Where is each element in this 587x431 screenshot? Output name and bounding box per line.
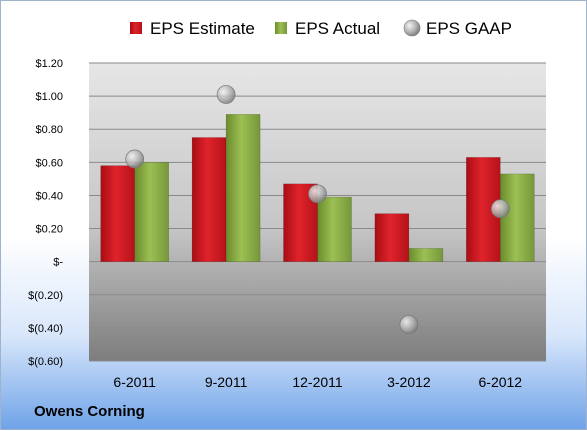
bars [100,114,535,262]
legend-label: EPS Estimate [150,19,255,38]
legend: EPS Estimate EPS Actual EPS GAAP [130,19,512,38]
company-name: Owens Corning [34,403,145,420]
eps-gaap-marker [399,315,419,334]
eps-actual-bar [134,162,169,262]
y-tick-label: $(0.20) [28,290,63,302]
y-tick-label: $- [53,257,63,269]
eps-estimate-bar [100,165,135,262]
y-tick-label: $1.00 [35,91,63,103]
eps-estimate-bar [466,157,501,262]
x-tick-label: 12-2011 [292,374,343,390]
eps-gaap-marker [490,199,510,219]
x-tick-label: 6-2011 [113,374,156,390]
legend-label: EPS Actual [295,19,380,38]
legend-swatch [130,22,142,34]
legend-item: EPS Actual [275,19,380,38]
eps-actual-bar [225,114,261,262]
eps-estimate-bar [191,137,227,262]
y-tick-label: $(0.40) [28,323,63,335]
eps-gaap-marker [308,184,327,204]
legend-swatch [275,22,287,34]
eps-actual-bar [500,173,535,262]
eps-actual-bar [317,196,352,262]
eps-gaap-marker [125,149,145,169]
y-tick-label: $1.20 [35,58,63,70]
y-tick-label: $0.60 [35,157,63,169]
y-tick-label: $0.80 [35,124,63,136]
eps-estimate-bar [374,213,410,262]
eps-gaap-marker [216,85,236,104]
y-axis: $1.20 $1.00 $0.80 $0.60 $0.40 $0.20 $- $(0.20) $… [28,58,63,368]
legend-item: EPS GAAP [403,19,512,38]
legend-swatch [403,19,421,37]
y-tick-label: $0.20 [35,224,63,236]
y-tick-label: $(0.60) [28,356,63,368]
x-tick-label: 9-2011 [205,374,248,390]
eps-actual-bar [408,248,444,262]
x-axis: 6-2011 9-2011 12-2011 3-2012 6-2012 [113,374,522,390]
gaap-markers [125,85,510,334]
x-tick-label: 6-2012 [479,374,523,390]
legend-item: EPS Estimate [130,19,255,38]
y-tick-label: $0.40 [35,190,63,202]
legend-label: EPS GAAP [426,19,512,38]
x-tick-label: 3-2012 [387,374,431,390]
